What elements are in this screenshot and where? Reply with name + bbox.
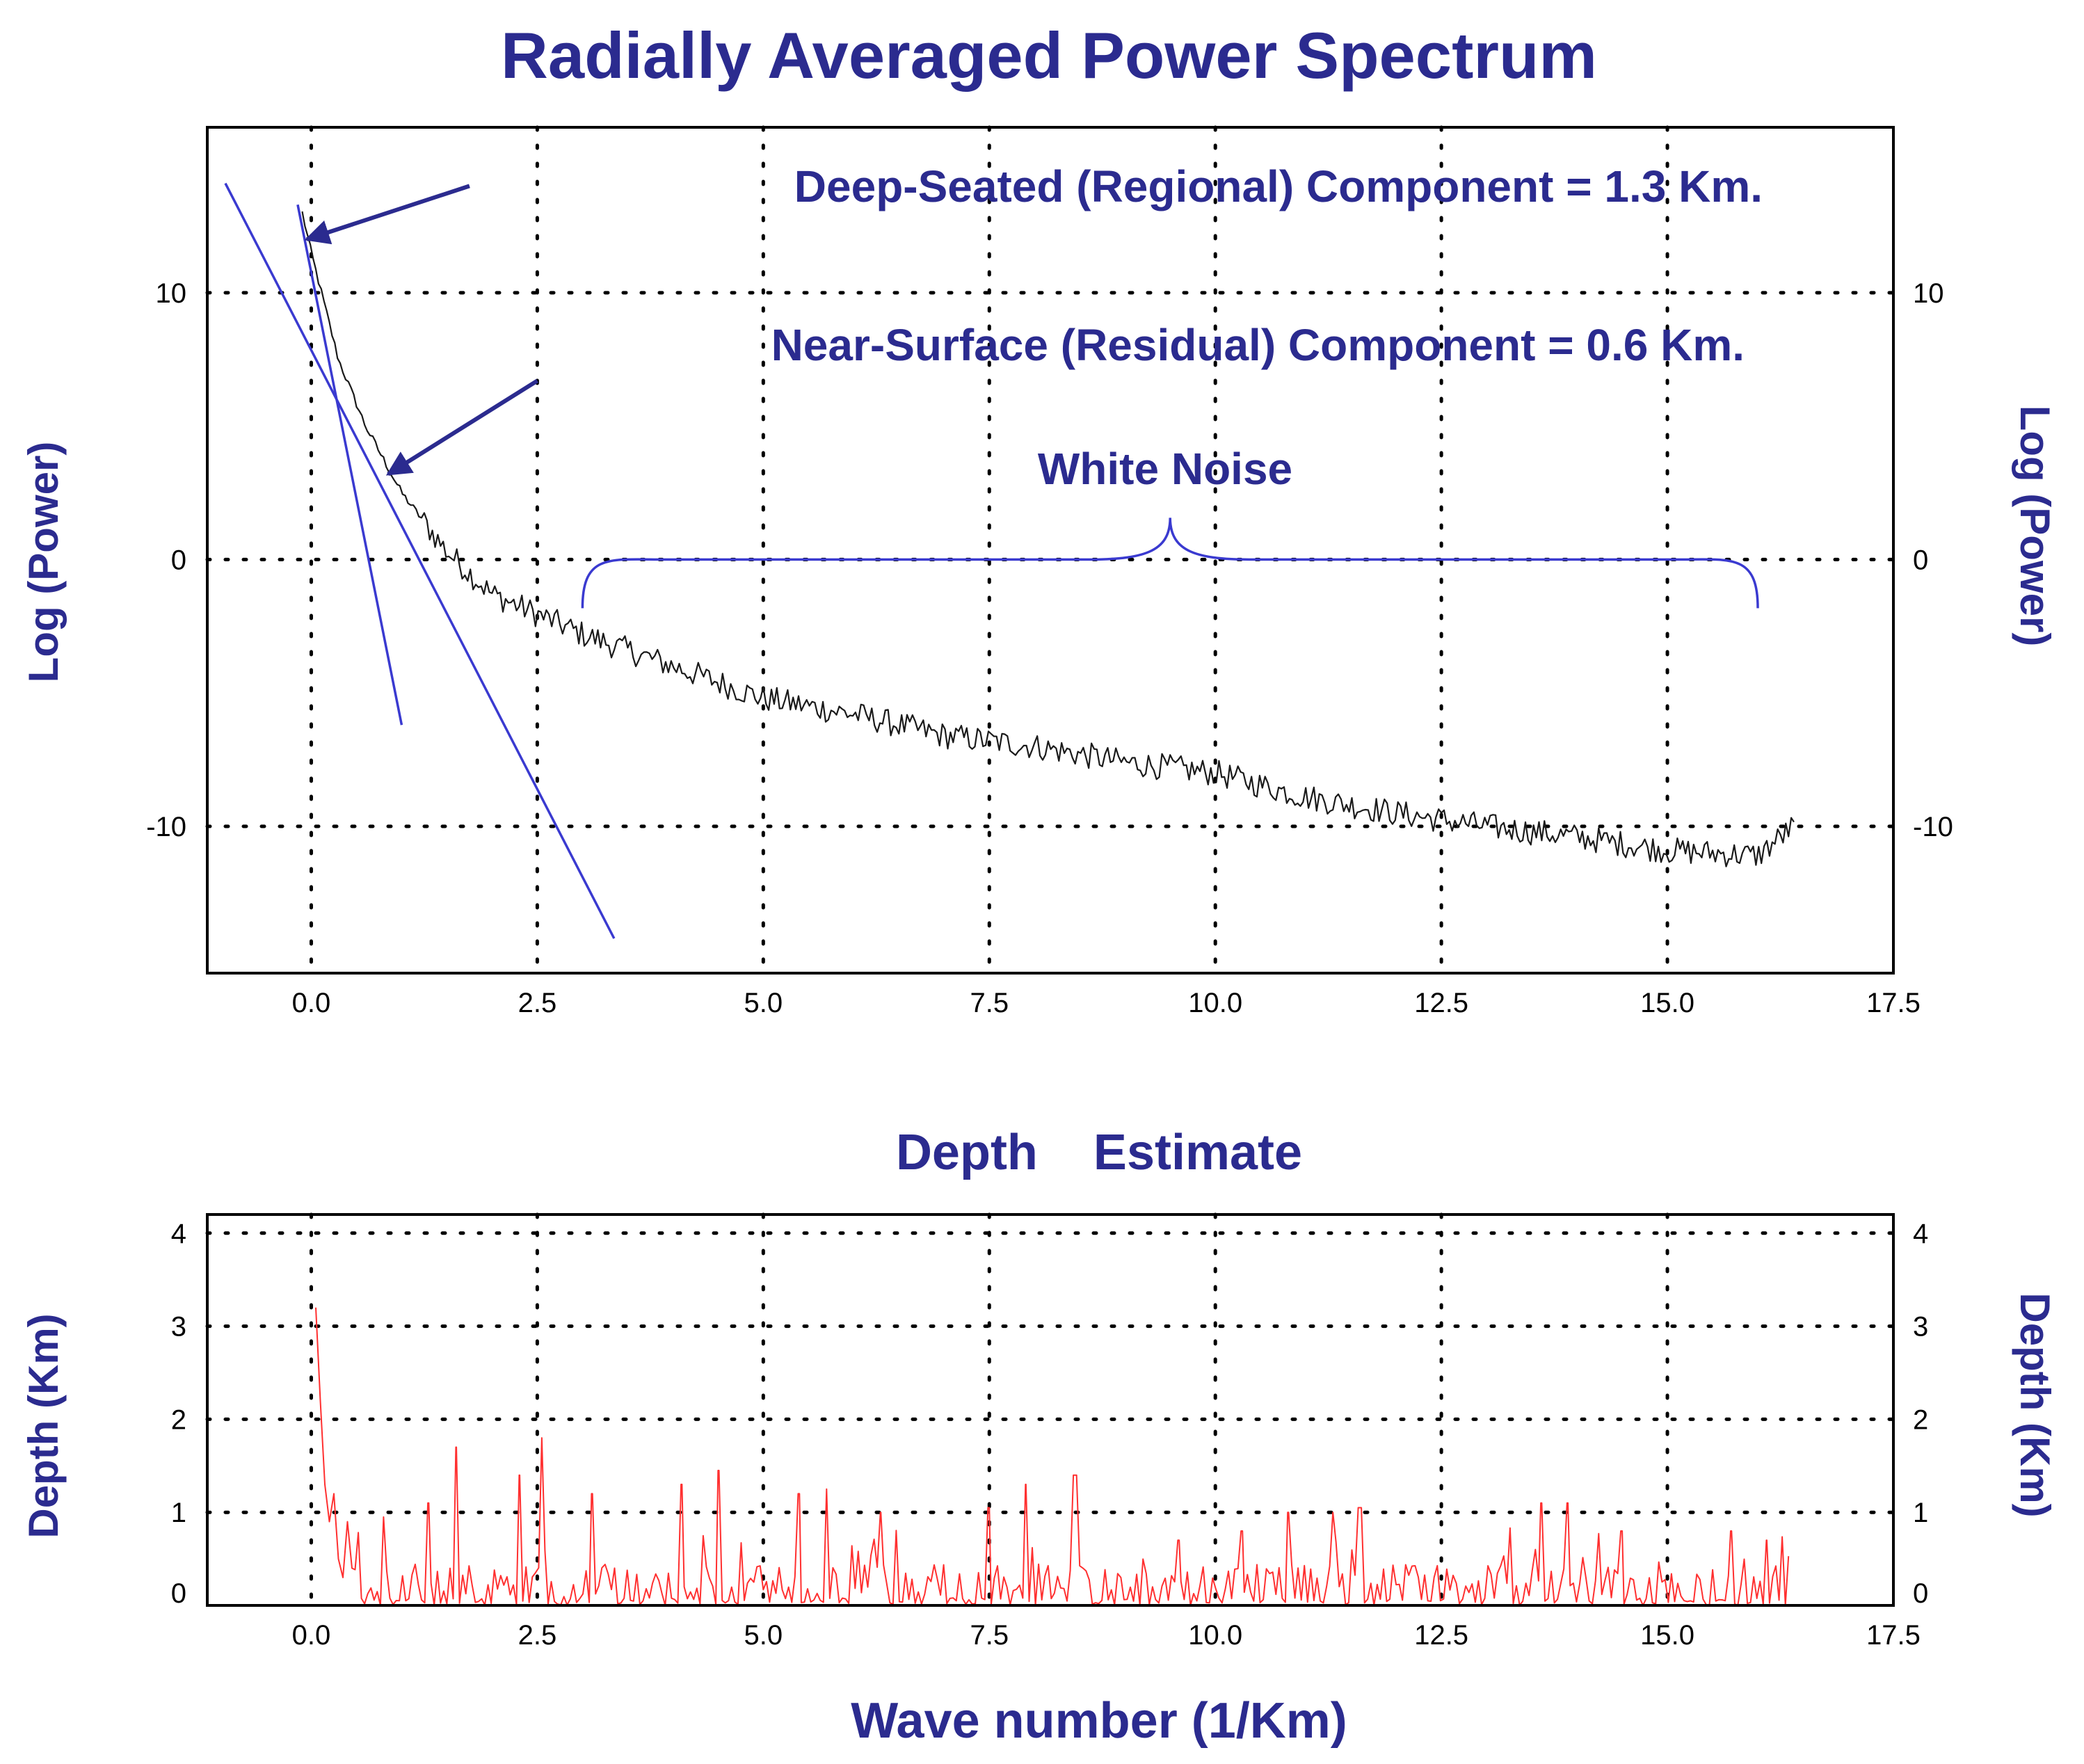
depth-series [315,1307,1790,1606]
depth-x-tick-label: 12.5 [1414,1620,1468,1651]
spectrum-y-tick-label-left: 0 [171,545,186,575]
depth-y-tick-label-right: 2 [1913,1404,1928,1435]
spectrum-x-tick-label: 10.0 [1188,988,1242,1018]
annotation-arrow [304,184,470,245]
spectrum-y-axis-label-left: Log (Power) [20,442,67,683]
spectrum-y-axis-label-right: Log (Power) [2012,406,2058,647]
spectrum-x-tick-label: 5.0 [744,988,783,1018]
depth-y-axis-label-left: Depth (Km) [20,1313,67,1538]
depth-title: Depth Estimate [896,1125,1302,1180]
depth-y-tick-label-left: 0 [171,1578,186,1609]
depth-grid [205,1212,1895,1607]
depth-y-tick-label-left: 1 [171,1498,186,1528]
spectrum-plot: 0.0 2.5 5.0 7.5 10.0 12.5 15.0 17.5 10 10 0 0 -10 -10… [146,125,1953,1018]
spectrum-grid [205,125,1895,975]
spectrum-y-tick-label-left: -10 [146,812,186,842]
depth-x-tick-label: 0.0 [292,1620,331,1651]
spectrum-y-tick-label-right: 10 [1913,278,1944,309]
depth-y-tick-label-right: 3 [1913,1312,1928,1342]
spectrum-x-tick-label: 2.5 [518,988,557,1018]
spectrum-title: Radially Averaged Power Spectrum [501,19,1597,92]
spectrum-x-tick-label: 0.0 [292,988,331,1018]
spectrum-y-tick-label-right: -10 [1913,812,1953,842]
depth-frame [206,1213,1895,1607]
depth-y-tick-label-right: 1 [1913,1498,1928,1528]
spectrum-series [224,182,1795,939]
spectrum-x-tick-label: 17.5 [1866,988,1921,1018]
depth-y-tick-label-left: 2 [171,1404,186,1435]
near-component-annotation: Near-Surface (Residual) Component = 0.6 … [771,320,1745,370]
depth-x-axis-label: Wave number (1/Km) [851,1693,1347,1749]
depth-plot: 0.0 2.5 5.0 7.5 10.0 12.5 15.0 17.5 0 0 1 1 2 2 3 3 4 4 [171,1212,1929,1651]
fit-line [296,204,403,725]
depth-x-tick-label: 15.0 [1640,1620,1694,1651]
spectrum-ticks: 0.0 2.5 5.0 7.5 10.0 12.5 15.0 17.5 10 10 0 0 -10 -10 [146,278,1953,1018]
spectrum-x-tick-label: 12.5 [1414,988,1468,1018]
depth-x-tick-label: 17.5 [1866,1620,1921,1651]
spectrum-frame [206,126,1895,975]
depth-line [315,1307,1790,1606]
deep-component-annotation: Deep-Seated (Regional) Component = 1.3 K… [794,161,1763,211]
fit-line [224,182,616,939]
depth-y-tick-label-left: 3 [171,1312,186,1342]
depth-y-axis-label-right: Depth (Km) [2012,1292,2058,1517]
spectrum-annotations: Deep-Seated (Regional) Component = 1.3 K… [771,161,1763,494]
spectrum-x-tick-label: 7.5 [970,988,1009,1018]
depth-x-tick-label: 5.0 [744,1620,783,1651]
white-noise-annotation: White Noise [1038,444,1292,494]
spectrum-y-tick-label-left: 10 [156,278,187,309]
depth-x-tick-label: 7.5 [970,1620,1009,1651]
spectrum-x-tick-label: 15.0 [1640,988,1694,1018]
white-noise-brace [581,518,1759,609]
depth-ticks: 0.0 2.5 5.0 7.5 10.0 12.5 15.0 17.5 0 0 1 1 2 2 3 3 4 4 [171,1219,1929,1651]
spectrum-y-tick-label-right: 0 [1913,545,1928,575]
annotation-arrow [385,378,538,476]
depth-x-tick-label: 2.5 [518,1620,557,1651]
depth-y-tick-label-right: 4 [1913,1219,1928,1249]
depth-x-tick-label: 10.0 [1188,1620,1242,1651]
depth-y-tick-label-right: 0 [1913,1578,1928,1609]
spectrum-line [301,211,1795,867]
depth-y-tick-label-left: 4 [171,1219,186,1249]
